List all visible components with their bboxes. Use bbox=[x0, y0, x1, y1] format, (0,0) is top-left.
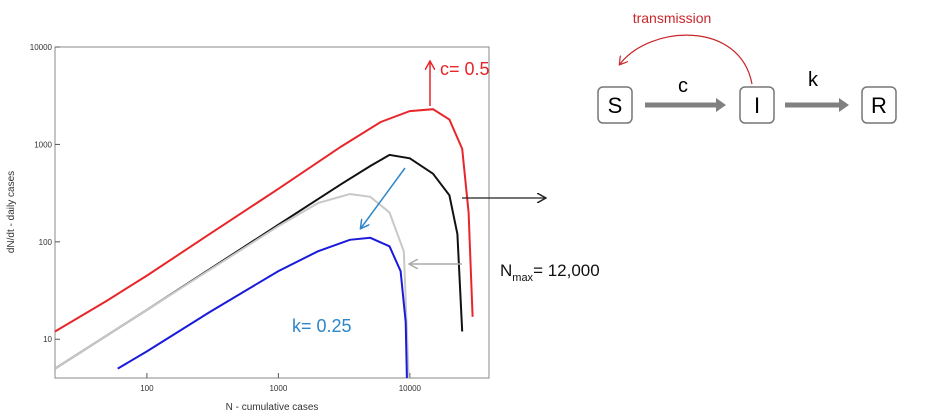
nmax-sub: max bbox=[512, 272, 533, 284]
y-axis-label: dN/dt - daily cases bbox=[6, 171, 17, 253]
feedback-label: transmission bbox=[633, 10, 712, 26]
edge-label: c bbox=[678, 75, 688, 97]
nmax-value: = 12,000 bbox=[533, 261, 600, 280]
y-tick-label: 100 bbox=[39, 238, 53, 247]
node-box bbox=[597, 86, 633, 124]
node-label: R bbox=[871, 93, 887, 118]
series-line bbox=[117, 236, 408, 379]
x-axis-label: N - cumulative cases bbox=[226, 402, 319, 413]
node-label: I bbox=[754, 93, 760, 118]
edge-label: k bbox=[808, 69, 819, 91]
x-tick-label: 100 bbox=[140, 384, 154, 393]
annotation: c= 0.5 bbox=[440, 59, 490, 79]
plot-frame bbox=[54, 46, 490, 379]
node-label: S bbox=[608, 93, 623, 118]
node-box bbox=[739, 86, 775, 124]
nmax-label: Nmax= 12,000 bbox=[500, 261, 600, 284]
y-tick-label: 10000 bbox=[30, 43, 53, 52]
y-tick-label: 10 bbox=[43, 335, 52, 344]
annotation: k= 0.25 bbox=[292, 316, 352, 336]
node-box bbox=[861, 86, 897, 124]
arrow bbox=[361, 167, 406, 228]
x-tick-label: 10000 bbox=[399, 384, 422, 393]
feedback-arrow bbox=[620, 34, 753, 85]
y-tick-label: 1000 bbox=[34, 140, 52, 149]
series-line bbox=[54, 153, 464, 370]
nmax-n: N bbox=[500, 261, 512, 280]
x-tick-label: 1000 bbox=[269, 384, 287, 393]
series-line bbox=[54, 108, 474, 333]
series-line bbox=[54, 192, 410, 379]
